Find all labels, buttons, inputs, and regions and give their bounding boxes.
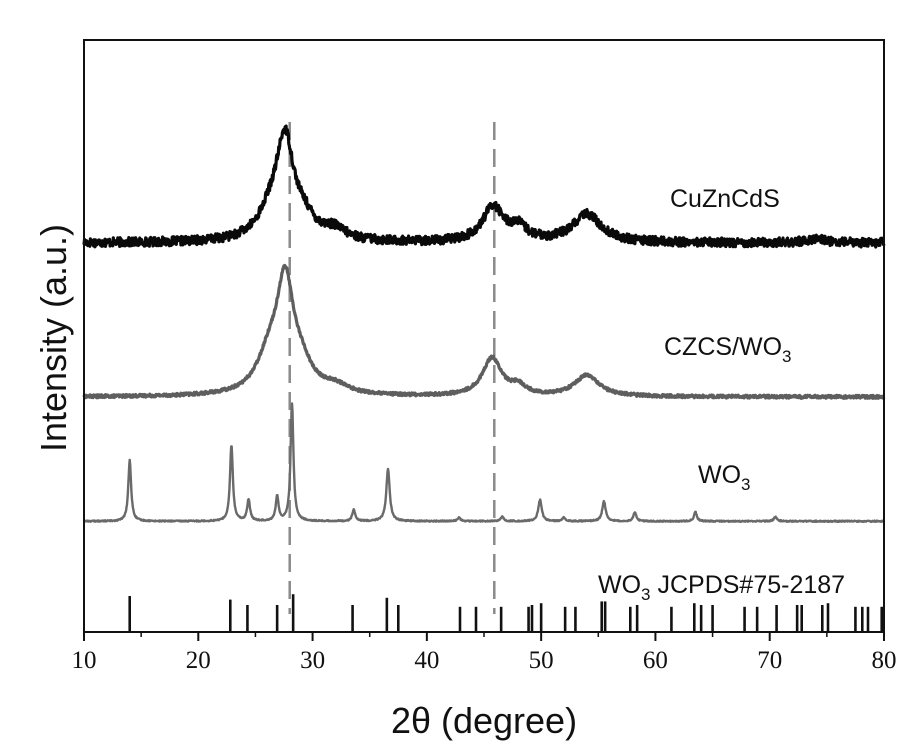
y-axis-label: Intensity (a.u.) [33, 224, 74, 452]
reference-pattern [128, 594, 884, 632]
reference-label-text: WO [598, 571, 641, 599]
series-label-czcs-wo3-sub: 3 [782, 347, 791, 366]
reference-label: WO3 JCPDS#75-2187 [598, 571, 845, 604]
x-tick-label: 80 [872, 647, 897, 674]
series-line-cuzncds [82, 124, 886, 249]
reference-label-rest: JCPDS#75-2187 [651, 571, 846, 599]
x-tick-label: 10 [72, 647, 97, 674]
series-line-wo3 [83, 402, 885, 523]
x-tick-label: 50 [529, 647, 554, 674]
series-label-czcs-wo3-text: CZCS/WO [664, 333, 782, 361]
x-tick-label: 40 [414, 647, 439, 674]
x-tick-label: 70 [757, 647, 782, 674]
series-label-wo3-sub: 3 [741, 475, 750, 494]
guide-lines [288, 122, 496, 614]
series-traces [82, 124, 886, 523]
reference-label-sub: 3 [641, 585, 650, 604]
x-axis: 10 20 30 40 50 60 70 80 [72, 632, 897, 674]
x-tick-label: 60 [643, 647, 668, 674]
series-label-cuzncds: CuZnCdS [670, 185, 780, 213]
series-label-wo3-text: WO [698, 461, 741, 489]
x-tick-label: 20 [186, 647, 211, 674]
series-label-cuzncds-text: CuZnCdS [670, 185, 780, 213]
series-line-czcs-wo3 [82, 263, 886, 400]
x-axis-label: 2θ (degree) [391, 700, 577, 741]
series-label-wo3: WO3 [698, 461, 751, 494]
x-tick-label: 30 [300, 647, 325, 674]
series-label-czcs-wo3: CZCS/WO3 [664, 333, 792, 366]
